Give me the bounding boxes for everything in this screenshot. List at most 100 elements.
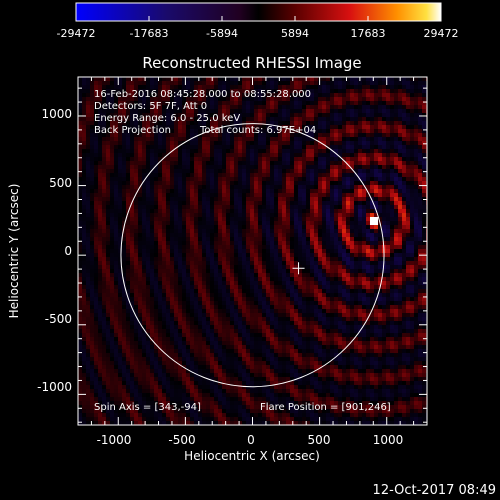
heatmap-cell bbox=[214, 213, 218, 217]
heatmap-cell bbox=[166, 289, 170, 293]
heatmap-cell bbox=[202, 109, 206, 113]
heatmap-cell bbox=[290, 113, 294, 117]
heatmap-cell bbox=[134, 85, 138, 89]
heatmap-cell bbox=[390, 173, 394, 177]
heatmap-cell bbox=[106, 105, 110, 109]
heatmap-cell bbox=[230, 173, 234, 177]
heatmap-cell bbox=[174, 197, 178, 201]
heatmap-cell bbox=[294, 97, 298, 101]
heatmap-cell bbox=[350, 233, 354, 237]
heatmap-cell bbox=[142, 229, 146, 233]
heatmap-cell bbox=[134, 277, 138, 281]
heatmap-cell bbox=[134, 297, 138, 301]
heatmap-cell bbox=[114, 273, 118, 277]
heatmap-cell bbox=[138, 281, 142, 285]
heatmap-cell bbox=[278, 197, 282, 201]
heatmap-cell bbox=[270, 273, 274, 277]
heatmap-cell bbox=[186, 205, 190, 209]
heatmap-cell bbox=[98, 281, 102, 285]
heatmap-cell bbox=[166, 285, 170, 289]
heatmap-cell bbox=[194, 205, 198, 209]
heatmap-cell bbox=[134, 181, 138, 185]
heatmap-cell bbox=[150, 117, 154, 121]
heatmap-cell bbox=[110, 265, 114, 269]
heatmap-cell bbox=[178, 241, 182, 245]
heatmap-cell bbox=[402, 249, 406, 253]
heatmap-cell bbox=[254, 233, 258, 237]
heatmap-cell bbox=[262, 117, 266, 121]
heatmap-cell bbox=[418, 237, 422, 241]
heatmap-cell bbox=[178, 145, 182, 149]
heatmap-cell bbox=[258, 225, 262, 229]
heatmap-cell bbox=[310, 129, 314, 133]
heatmap-cell bbox=[226, 237, 230, 241]
heatmap-cell bbox=[146, 193, 150, 197]
heatmap-cell bbox=[102, 129, 106, 133]
heatmap-cell bbox=[94, 213, 98, 217]
heatmap-cell bbox=[166, 101, 170, 105]
heatmap-cell bbox=[154, 205, 158, 209]
heatmap-cell bbox=[406, 97, 410, 101]
heatmap-cell bbox=[254, 113, 258, 117]
heatmap-cell bbox=[278, 289, 282, 293]
heatmap-cell bbox=[398, 141, 402, 145]
heatmap-cell bbox=[318, 209, 322, 213]
heatmap-cell bbox=[106, 277, 110, 281]
heatmap-cell bbox=[422, 185, 426, 189]
heatmap-cell bbox=[270, 209, 274, 213]
heatmap-cell bbox=[162, 189, 166, 193]
heatmap-cell bbox=[338, 253, 342, 257]
heatmap-cell bbox=[242, 189, 246, 193]
heatmap-cell bbox=[246, 193, 250, 197]
heatmap-cell bbox=[246, 197, 250, 201]
heatmap-cell bbox=[298, 265, 302, 269]
heatmap-cell bbox=[258, 293, 262, 297]
heatmap-cell bbox=[98, 261, 102, 265]
heatmap-cell bbox=[158, 97, 162, 101]
heatmap-cell bbox=[334, 245, 338, 249]
heatmap-cell bbox=[394, 141, 398, 145]
heatmap-cell bbox=[242, 241, 246, 245]
heatmap-cell bbox=[150, 145, 154, 149]
heatmap-cell bbox=[306, 217, 310, 221]
heatmap-cell bbox=[350, 205, 354, 209]
heatmap-cell bbox=[230, 161, 234, 165]
heatmap-cell bbox=[234, 85, 238, 89]
heatmap-cell bbox=[110, 161, 114, 165]
heatmap-cell bbox=[210, 261, 214, 265]
heatmap-cell bbox=[362, 241, 366, 245]
heatmap-cell bbox=[278, 157, 282, 161]
heatmap-cell bbox=[306, 77, 310, 81]
heatmap-cell bbox=[162, 133, 166, 137]
heatmap-cell bbox=[322, 101, 326, 105]
heatmap-cell bbox=[94, 145, 98, 149]
heatmap-cell bbox=[406, 153, 410, 157]
heatmap-cell bbox=[82, 185, 86, 189]
heatmap-cell bbox=[298, 149, 302, 153]
heatmap-cell bbox=[290, 89, 294, 93]
heatmap-cell bbox=[98, 157, 102, 161]
heatmap-cell bbox=[114, 93, 118, 97]
heatmap-cell bbox=[274, 177, 278, 181]
heatmap-cell bbox=[422, 233, 426, 237]
heatmap-cell bbox=[166, 281, 170, 285]
heatmap-cell bbox=[386, 113, 390, 117]
heatmap-cell bbox=[338, 277, 342, 281]
heatmap-cell bbox=[350, 169, 354, 173]
heatmap-cell bbox=[318, 93, 322, 97]
heatmap-cell bbox=[202, 285, 206, 289]
heatmap-cell bbox=[338, 197, 342, 201]
heatmap-cell bbox=[162, 129, 166, 133]
heatmap-cell bbox=[98, 153, 102, 157]
heatmap-cell bbox=[206, 149, 210, 153]
heatmap-cell bbox=[390, 229, 394, 233]
heatmap-cell bbox=[82, 229, 86, 233]
heatmap-cell bbox=[102, 141, 106, 145]
heatmap-cell bbox=[278, 105, 282, 109]
heatmap-cell bbox=[226, 193, 230, 197]
heatmap-cell bbox=[222, 101, 226, 105]
heatmap-cell bbox=[258, 205, 262, 209]
heatmap-cell bbox=[98, 209, 102, 213]
heatmap-cell bbox=[234, 153, 238, 157]
heatmap-cell bbox=[374, 261, 378, 265]
